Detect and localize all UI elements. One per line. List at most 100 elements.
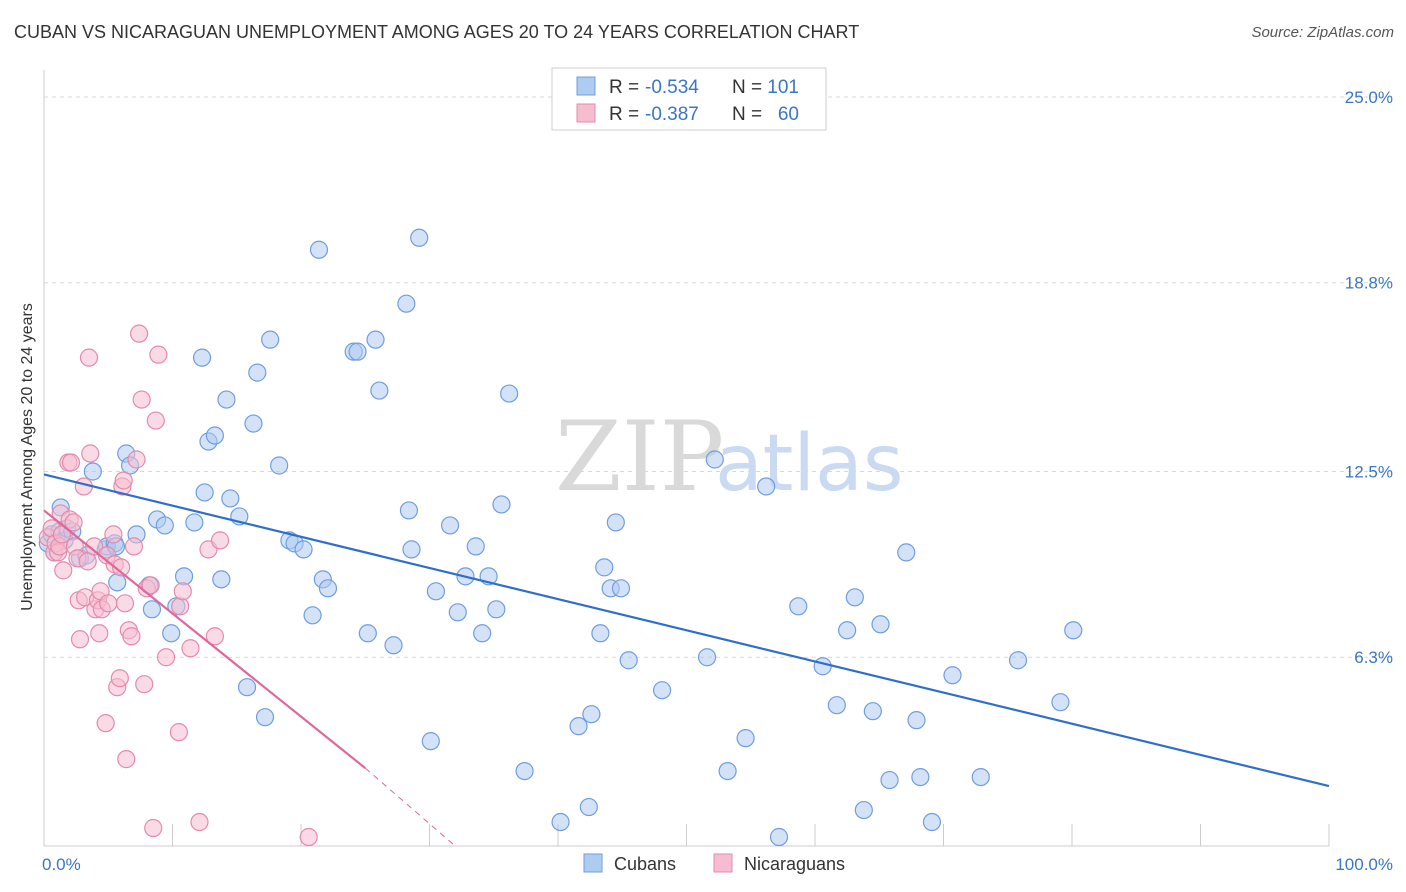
nicaraguan-point	[114, 471, 133, 490]
stats-n-label: N =	[732, 104, 762, 125]
nicaraguan-point	[110, 669, 129, 688]
cuban-point	[611, 579, 631, 598]
nicaraguan-point	[210, 531, 230, 550]
cuban-point	[410, 228, 429, 247]
nicaraguan-point	[79, 348, 99, 367]
nicaraguans-trend-line	[43, 509, 366, 769]
cuban-point	[943, 666, 962, 685]
cuban-point	[440, 516, 460, 535]
cuban-point	[174, 567, 194, 586]
cuban-point	[261, 330, 280, 349]
nicaraguan-point	[171, 597, 190, 616]
cuban-point	[185, 513, 204, 532]
nicaraguan-point	[135, 675, 154, 694]
nicaraguan-point	[96, 714, 115, 733]
cuban-point	[309, 240, 329, 259]
cuban-point	[192, 348, 212, 367]
stats-swatch	[576, 76, 596, 96]
nicaraguans-points	[38, 324, 318, 847]
cuban-point	[270, 456, 289, 475]
legend-label: Nicaraguans	[744, 854, 845, 874]
cuban-point	[195, 483, 214, 502]
watermark-zip: ZIP	[555, 401, 724, 513]
nicaraguan-point	[146, 411, 165, 430]
stats-r-label: R =	[609, 77, 639, 98]
trend-lines	[43, 473, 1330, 847]
cuban-point	[606, 513, 625, 532]
cuban-point	[1051, 693, 1070, 712]
stats-r-value: -0.534	[645, 77, 699, 98]
nicaraguan-point	[78, 552, 97, 571]
stats-r-label: R =	[609, 104, 639, 125]
cuban-point	[303, 606, 322, 625]
cuban-point	[426, 582, 446, 601]
cuban-point	[897, 543, 916, 562]
nicaraguan-point	[156, 648, 176, 667]
y-tick-label: 6.3%	[1354, 648, 1393, 667]
cuban-point	[718, 761, 737, 781]
nicaraguan-point	[81, 444, 100, 463]
x-tick-marks	[43, 824, 1330, 846]
nicaraguan-point	[205, 627, 225, 646]
source-credit: Source: ZipAtlas.com	[1251, 24, 1394, 41]
stats-r-value: -0.387	[645, 104, 699, 125]
cuban-point	[492, 495, 511, 514]
cubans-points	[38, 228, 1083, 847]
cuban-point	[212, 570, 231, 589]
cuban-point	[205, 426, 225, 445]
cuban-point	[838, 621, 857, 640]
nicaraguan-point	[181, 639, 200, 658]
y-tick-labels: 6.3% 12.5% 18.8% 25.0%	[1345, 88, 1393, 667]
cuban-point	[591, 624, 610, 643]
cuban-point	[244, 414, 263, 433]
cuban-point	[1064, 621, 1083, 640]
nicaraguan-point	[169, 723, 189, 742]
cuban-point	[789, 597, 808, 616]
cuban-point	[813, 657, 832, 676]
cuban-point	[854, 800, 873, 820]
cuban-point	[370, 381, 389, 400]
nicaraguan-point	[149, 345, 168, 364]
cuban-point	[769, 827, 789, 847]
cubans-trend-line	[43, 473, 1330, 788]
cuban-point	[108, 573, 127, 592]
cuban-point	[907, 711, 926, 730]
nicaraguan-point	[90, 624, 109, 643]
cuban-point	[922, 812, 942, 832]
cuban-point	[399, 501, 419, 520]
nicaraguan-point	[299, 827, 318, 847]
cuban-point	[619, 651, 638, 670]
cuban-point	[421, 732, 440, 751]
x-tick-labels: 0.0% 100.0%	[42, 855, 1393, 874]
stats-n-value: 101	[767, 77, 799, 98]
nicaraguans-trend-extension	[364, 767, 456, 847]
cuban-point	[582, 705, 601, 724]
series-legend[interactable]: Cubans Nicaraguans	[583, 853, 845, 874]
stats-legend: R = -0.534 N = 101 R = -0.387 N = 60	[551, 67, 827, 131]
cuban-point	[155, 516, 174, 535]
nicaraguan-point	[54, 561, 73, 580]
cuban-point	[652, 681, 672, 700]
gridlines	[44, 96, 1393, 658]
nicaraguan-point	[141, 576, 160, 595]
nicaraguan-point	[117, 750, 136, 769]
cuban-point	[358, 624, 377, 643]
nicaraguan-point	[115, 594, 135, 613]
cuban-point	[248, 363, 267, 382]
cuban-point	[83, 462, 102, 481]
cuban-point	[402, 540, 421, 559]
cuban-point	[294, 540, 313, 559]
cuban-point	[473, 624, 492, 643]
legend-label: Cubans	[614, 854, 676, 874]
cuban-point	[448, 603, 467, 622]
cuban-point	[827, 696, 846, 715]
cuban-point	[863, 702, 882, 721]
cuban-point	[318, 579, 338, 598]
cuban-point	[871, 615, 890, 634]
cuban-point	[255, 708, 275, 727]
nicaraguan-point	[99, 594, 118, 613]
cuban-point	[142, 600, 162, 619]
nicaraguan-point	[129, 324, 149, 343]
